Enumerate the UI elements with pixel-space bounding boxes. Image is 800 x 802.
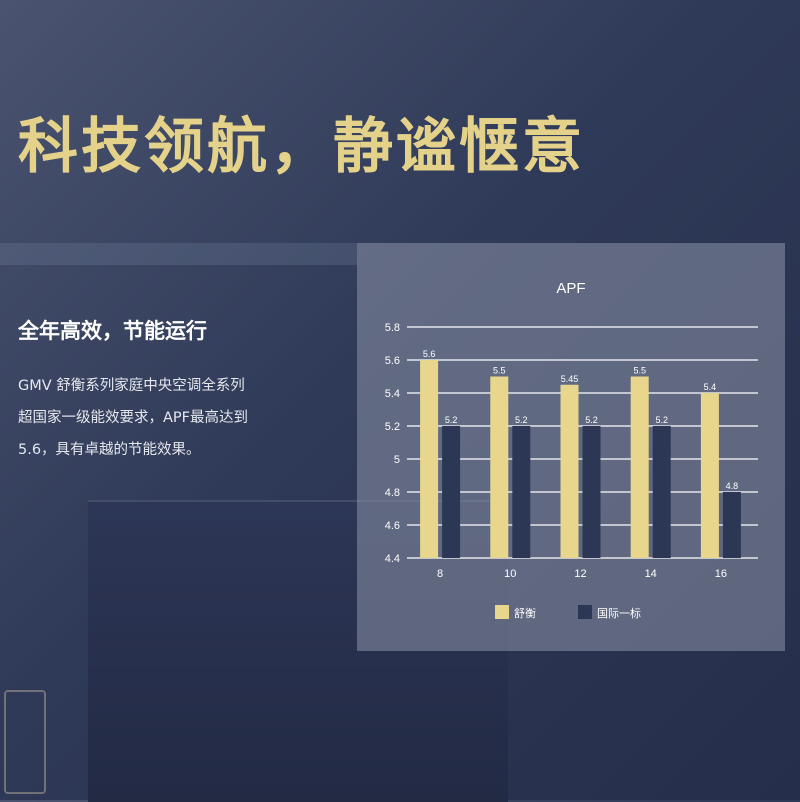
y-tick-label: 4.4: [385, 553, 400, 565]
y-tick-label: 5.8: [385, 322, 400, 334]
y-tick-label: 4.6: [385, 520, 400, 532]
data-label: 5.2: [445, 415, 458, 425]
y-tick-label: 5.4: [385, 388, 400, 400]
data-label: 5.2: [655, 415, 668, 425]
bar-1: [442, 426, 461, 558]
x-tick-label: 14: [645, 568, 657, 580]
data-label: 4.8: [726, 481, 739, 491]
bar-0: [560, 384, 579, 558]
y-tick-label: 5: [394, 454, 400, 466]
legend-swatch: [578, 605, 592, 619]
y-tick-label: 4.8: [385, 487, 400, 499]
bar-1: [652, 426, 671, 558]
bar-1: [582, 426, 601, 558]
y-tick-label: 5.2: [385, 421, 400, 433]
x-tick-label: 12: [574, 568, 586, 580]
background-band: [0, 243, 357, 265]
data-label: 5.4: [704, 382, 717, 392]
bar-0: [630, 376, 649, 558]
data-label: 5.2: [515, 415, 528, 425]
bar-1: [512, 426, 531, 558]
headline: 科技领航，静谧惬意: [18, 112, 585, 182]
y-tick-label: 5.6: [385, 355, 400, 367]
bar-0: [490, 376, 509, 558]
data-label: 5.6: [423, 349, 436, 359]
data-label: 5.5: [493, 366, 506, 376]
section-title: 全年高效，节能运行: [18, 319, 207, 343]
description-line: 5.6，具有卓越的节能效果。: [18, 442, 201, 458]
description-line: 超国家一级能效要求，APF最高达到: [18, 410, 249, 426]
brand-logo: [4, 690, 46, 794]
description-line: GMV 舒衡系列家庭中央空调全系列: [18, 378, 245, 394]
legend-label: 舒衡: [514, 606, 536, 620]
x-tick-label: 8: [437, 568, 443, 580]
data-label: 5.2: [585, 415, 598, 425]
legend-label: 国际一标: [597, 606, 641, 620]
x-tick-label: 16: [715, 568, 727, 580]
bar-0: [420, 360, 439, 558]
chart-title: APF: [556, 280, 585, 297]
data-label: 5.45: [561, 374, 579, 384]
bar-1: [722, 492, 741, 558]
legend-swatch: [495, 605, 509, 619]
bar-0: [700, 393, 719, 558]
data-label: 5.5: [633, 366, 646, 376]
section-description: GMV 舒衡系列家庭中央空调全系列 超国家一级能效要求，APF最高达到 5.6，…: [18, 370, 318, 466]
x-tick-label: 10: [504, 568, 516, 580]
